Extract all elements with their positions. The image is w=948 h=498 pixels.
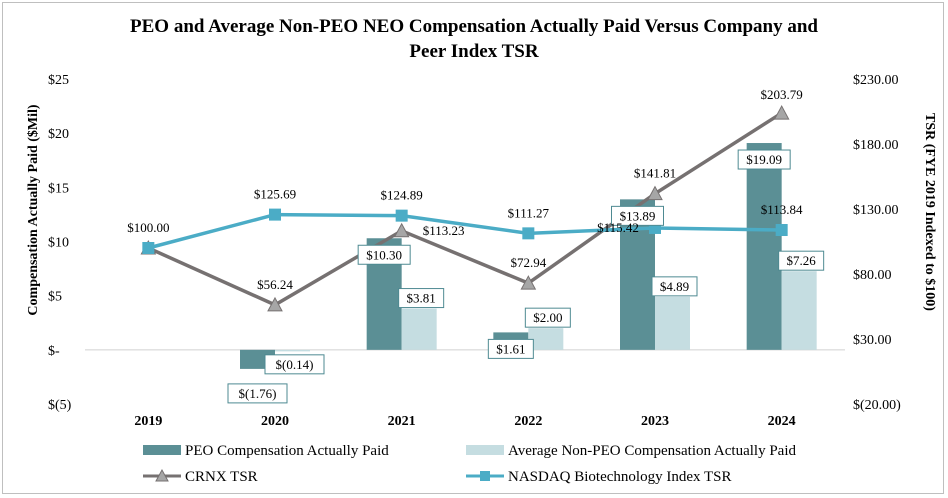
right-axis-label: TSR (FYE 2019 Indexed to $100) — [922, 113, 937, 311]
legend-square-icon — [480, 471, 490, 481]
nasdaq-value-label: $113.84 — [761, 202, 803, 217]
crnx-value-label: $100.00 — [127, 220, 169, 235]
right-tick-label: $180.00 — [853, 138, 899, 153]
crnx-point-marker — [773, 105, 790, 120]
data-label-box — [778, 250, 825, 271]
legend-label-peo: PEO Compensation Actually Paid — [185, 443, 389, 459]
data-label-text: $13.89 — [620, 208, 656, 223]
legend-triangle-icon — [155, 468, 169, 482]
chart-title: PEO and Average Non-PEO NEO Compensation… — [130, 16, 818, 62]
category-label: 2021 — [388, 414, 416, 429]
nasdaq-tsr-line — [147, 212, 782, 250]
right-axis-ticks: $(20.00) $30.00 $80.00 $130.00 $180.00 $230.0… — [853, 73, 901, 413]
peo-bar-label: $19.09 — [737, 149, 791, 170]
non-peo-bar-label: $(0.14) — [264, 354, 325, 375]
left-tick-label: $25 — [48, 73, 69, 88]
legend-swatch-non-peo — [466, 445, 504, 455]
peo-bar — [746, 143, 782, 350]
category-label: 2020 — [261, 414, 289, 429]
peo-bar-label: $13.89 — [611, 205, 664, 226]
data-label-box — [651, 276, 698, 297]
left-tick-label: $(5) — [48, 398, 72, 413]
legend: PEO Compensation Actually Paid Average N… — [143, 443, 797, 485]
nasdaq-point-marker — [522, 227, 535, 240]
non-peo-bar-label: $4.89 — [651, 276, 698, 297]
data-label-box — [487, 338, 534, 359]
data-label-box — [398, 288, 445, 309]
non-peo-bar-label: $7.26 — [778, 250, 825, 271]
crnx-value-label: $141.81 — [634, 166, 676, 181]
data-label-text: $1.61 — [496, 341, 525, 356]
left-tick-label: $5 — [48, 290, 62, 305]
non-peo-bar — [528, 328, 564, 350]
non-peo-bar-label: $2.00 — [524, 307, 571, 328]
left-tick-label: $10 — [48, 236, 69, 251]
nasdaq-value-label: $125.69 — [254, 187, 296, 202]
right-tick-label: $30.00 — [853, 333, 892, 348]
category-label: 2022 — [514, 414, 542, 429]
peo-bar-label: $(1.76) — [227, 383, 288, 404]
crnx-value-label: $113.23 — [423, 223, 465, 238]
chart-title-line-1: PEO and Average Non-PEO NEO Compensation… — [130, 16, 818, 37]
category-label: 2024 — [768, 414, 796, 429]
left-axis-label: Compensation Actually Paid ($Mil) — [26, 104, 41, 316]
category-label: 2023 — [641, 414, 669, 429]
nasdaq-point-marker — [395, 209, 408, 222]
category-label: 2019 — [134, 414, 162, 429]
left-tick-label: $15 — [48, 181, 69, 196]
legend-label-crnx: CRNX TSR — [185, 469, 258, 485]
data-label-box — [611, 205, 664, 226]
non-peo-bar-label: $3.81 — [398, 288, 445, 309]
data-label-box — [524, 307, 571, 328]
right-tick-label: $(20.00) — [853, 398, 901, 413]
crnx-point-marker — [267, 296, 283, 312]
right-tick-label: $230.00 — [853, 73, 899, 88]
legend-label-nasdaq: NASDAQ Biotechnology Index TSR — [508, 469, 731, 485]
nasdaq-value-label: $115.42 — [597, 220, 639, 235]
data-label-text: $4.89 — [660, 279, 689, 294]
category-labels: 2019 2020 2021 2022 2023 2024 — [134, 414, 795, 429]
data-labels-layer: $(1.76) $10.30 $1.61 $13.89 $19.09 $(0.14) $3.… — [127, 87, 825, 404]
crnx-tsr-line — [147, 111, 783, 307]
peo-bar-label: $1.61 — [487, 338, 534, 359]
crnx-point-marker — [393, 222, 410, 238]
left-axis-ticks: $(5) $- $5 $10 $15 $20 $25 — [48, 73, 72, 413]
data-label-text: $2.00 — [533, 310, 562, 325]
data-label-text: $10.30 — [366, 247, 402, 262]
crnx-value-label: $56.24 — [257, 277, 293, 292]
non-peo-bar — [781, 271, 817, 350]
chart-title-line-2: Peer Index TSR — [409, 41, 538, 62]
nasdaq-point-marker — [775, 224, 788, 237]
right-tick-label: $130.00 — [853, 203, 899, 218]
crnx-point-marker — [647, 185, 663, 201]
data-label-box — [227, 383, 288, 404]
data-label-text: $3.81 — [407, 291, 436, 306]
right-tick-label: $80.00 — [853, 268, 892, 283]
nasdaq-point-marker — [142, 242, 155, 254]
data-label-box — [357, 244, 411, 265]
non-peo-bar — [655, 296, 690, 350]
data-label-text: $19.09 — [746, 152, 782, 167]
crnx-value-label: $72.94 — [510, 255, 546, 270]
data-label-text: $(0.14) — [276, 357, 314, 372]
nasdaq-value-label: $111.27 — [508, 205, 550, 220]
crnx-value-label: $203.79 — [761, 87, 803, 102]
crnx-point-marker — [520, 275, 537, 290]
left-tick-label: $20 — [48, 127, 69, 142]
nasdaq-point-marker — [269, 208, 281, 221]
legend-label-non-peo: Average Non-PEO Compensation Actually Pa… — [508, 443, 797, 459]
nasdaq-value-label: $124.89 — [381, 188, 423, 203]
left-tick-label: $- — [48, 344, 60, 359]
legend-swatch-peo — [143, 445, 181, 455]
non-peo-bar — [401, 308, 437, 350]
data-label-box — [737, 149, 791, 170]
data-label-text: $7.26 — [787, 253, 817, 268]
data-label-box — [264, 354, 325, 375]
non-peo-bar — [275, 349, 310, 352]
data-label-text: $(1.76) — [239, 386, 277, 401]
peo-bar-label: $10.30 — [357, 244, 411, 265]
